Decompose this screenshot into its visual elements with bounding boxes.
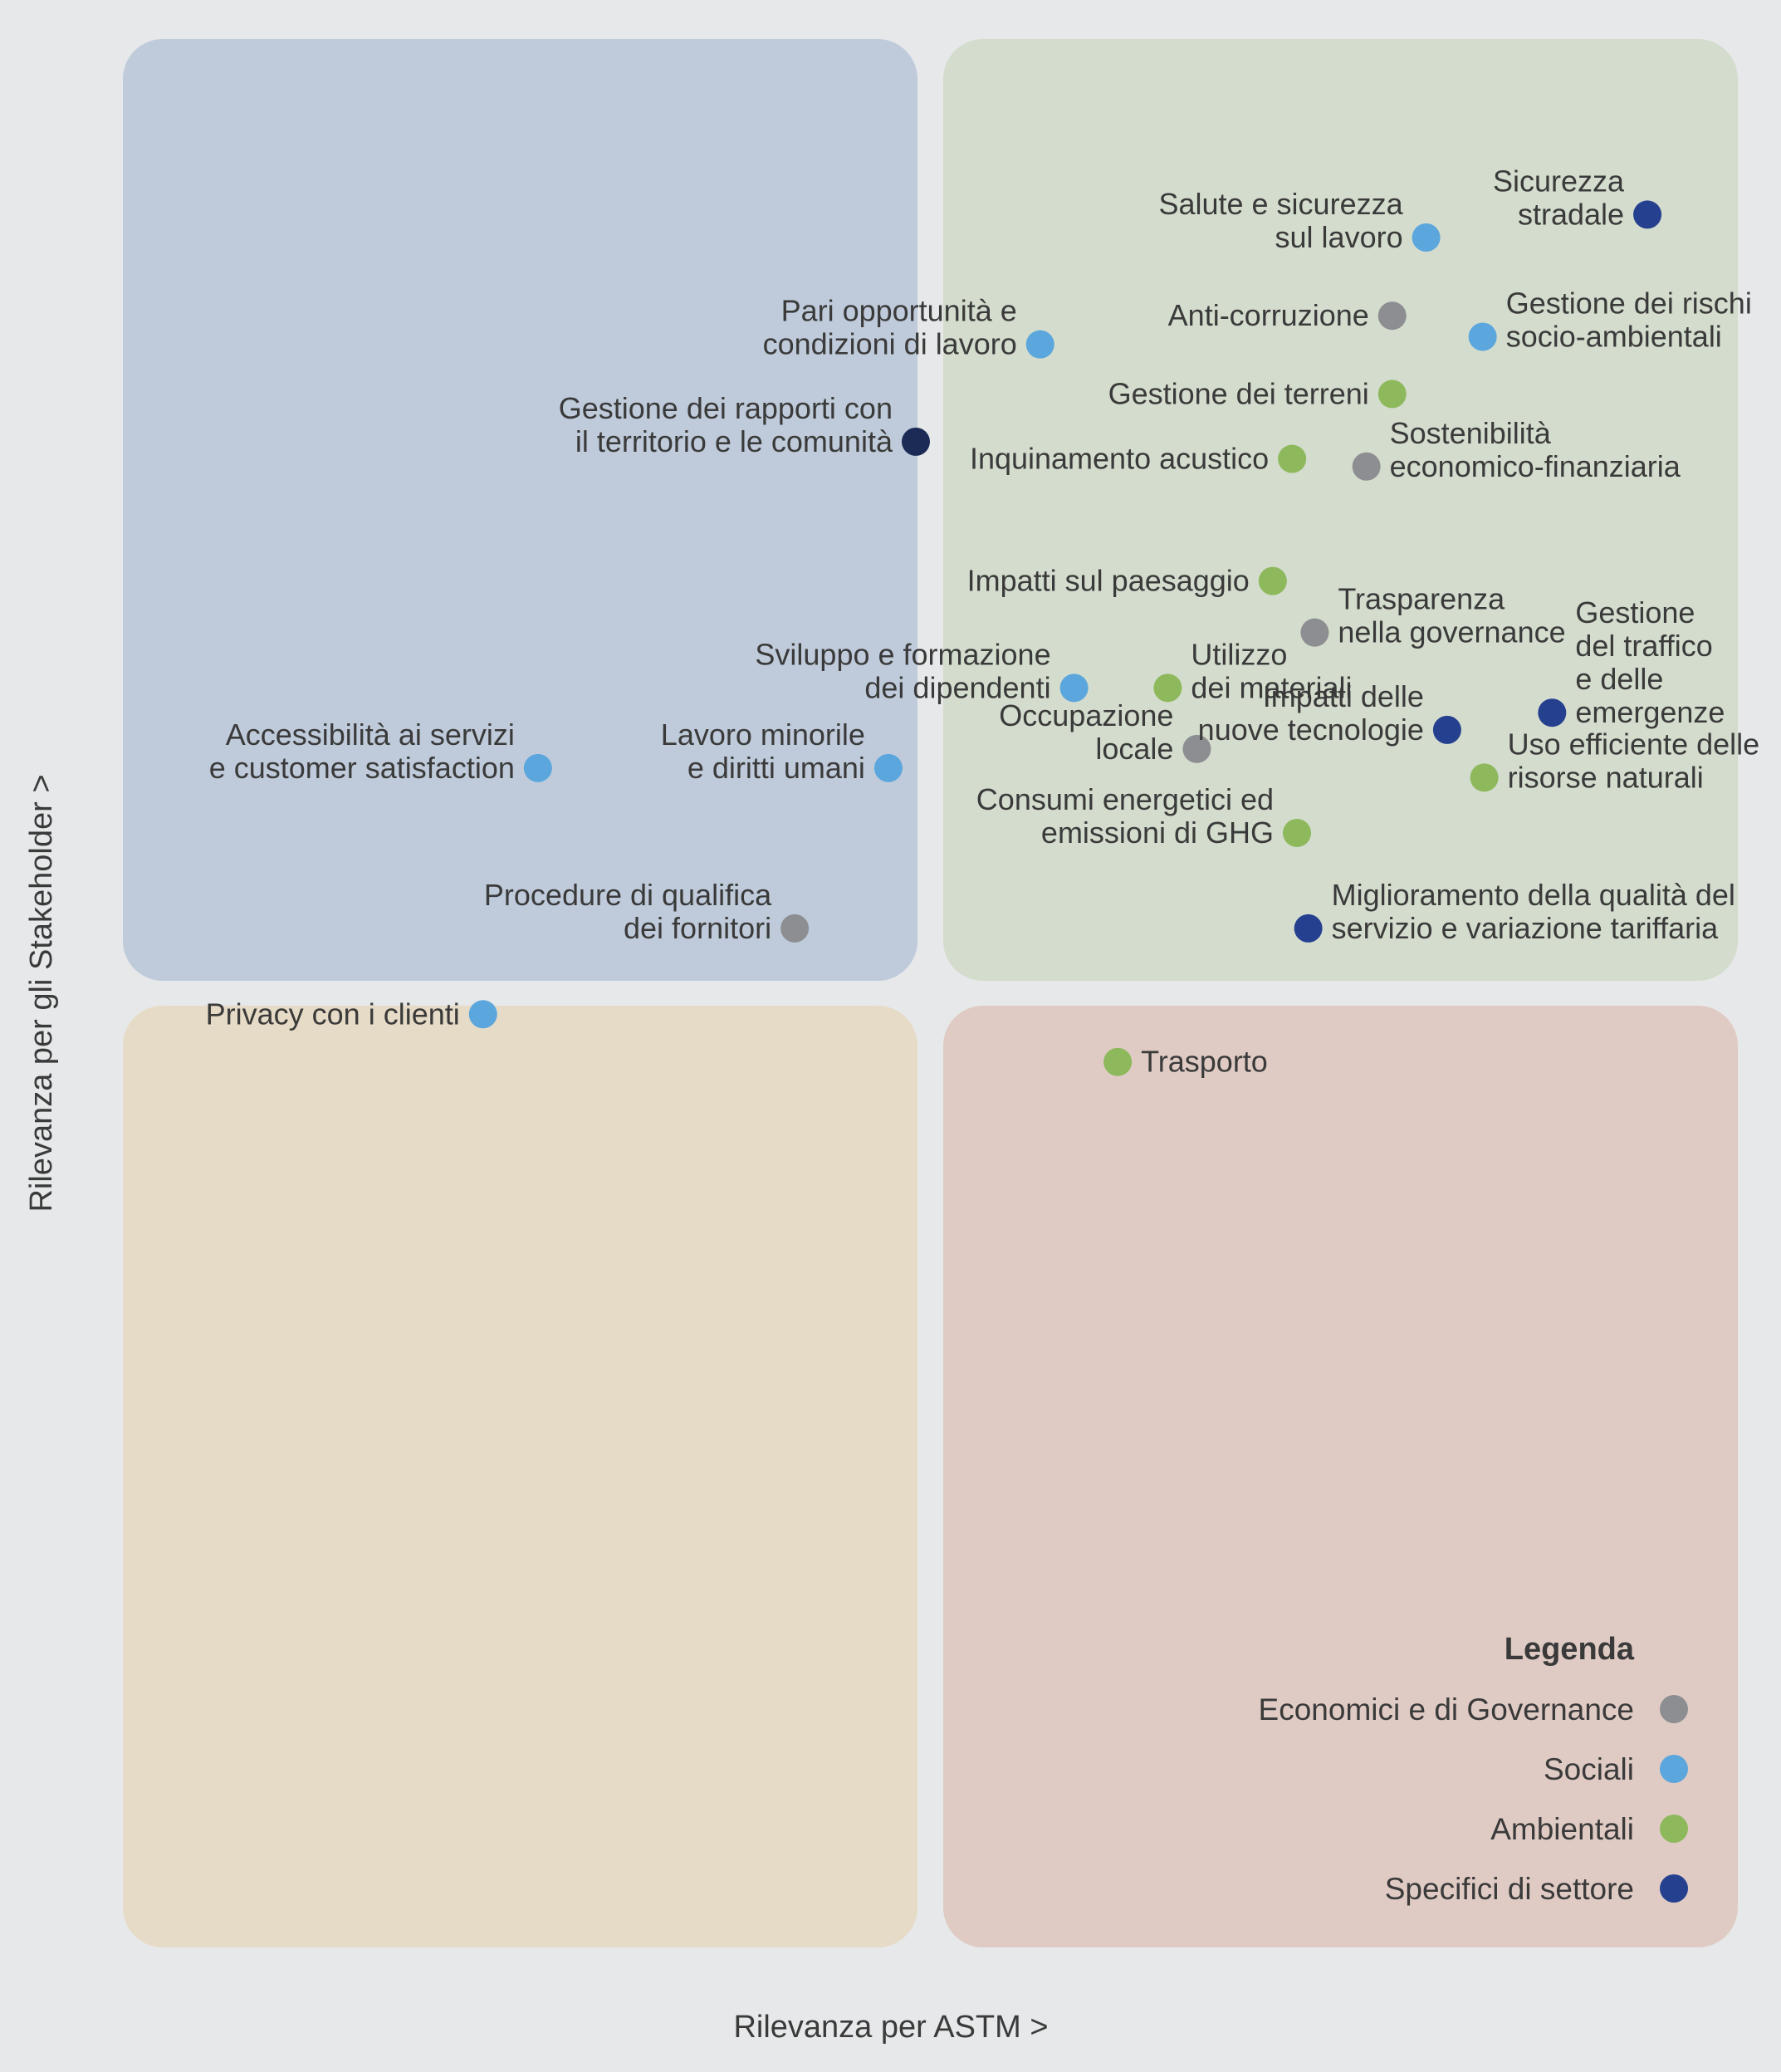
data-point xyxy=(1278,444,1307,473)
point-label: e delle xyxy=(1575,662,1663,696)
point-label: e customer satisfaction xyxy=(209,751,515,785)
point-label: Procedure di qualifica xyxy=(484,878,772,912)
point-label: dei dipendenti xyxy=(864,670,1050,704)
point-label: Impatti delle xyxy=(1263,679,1424,713)
point-label: condizioni di lavoro xyxy=(763,327,1017,361)
point-label: emissioni di GHG xyxy=(1041,816,1274,850)
data-point xyxy=(1294,914,1323,943)
point-label: Pari opportunità e xyxy=(781,294,1017,328)
legend-swatch xyxy=(1660,1695,1688,1723)
data-point xyxy=(468,1000,497,1029)
point-label: Occupazione xyxy=(999,698,1173,732)
point-label: e diritti umani xyxy=(687,751,865,785)
point-label: nella governance xyxy=(1338,615,1565,649)
y-axis-label: Rilevanza per gli Stakeholder > xyxy=(24,774,59,1212)
x-axis-label: Rilevanza per ASTM > xyxy=(733,2010,1048,2045)
data-point xyxy=(1538,698,1567,727)
point-label: Gestione dei terreni xyxy=(1108,376,1369,410)
point-label: socio-ambientali xyxy=(1506,319,1722,353)
point-label: Consumi energetici ed xyxy=(976,782,1274,816)
data-point xyxy=(1377,301,1407,331)
point-label: Trasporto xyxy=(1141,1045,1268,1079)
point-label: Sicurezza xyxy=(1493,164,1625,198)
point-label: risorse naturali xyxy=(1508,760,1704,794)
data-point xyxy=(1103,1047,1133,1076)
quadrant-bottom-left xyxy=(123,1006,917,1947)
data-point xyxy=(1182,734,1211,763)
data-point xyxy=(1025,330,1054,359)
point-label: sul lavoro xyxy=(1275,220,1403,254)
point-label: Accessibilità ai servizi xyxy=(226,718,515,752)
point-label: emergenze xyxy=(1575,695,1725,729)
data-point xyxy=(901,427,930,456)
point-label: Lavoro minorile xyxy=(661,718,865,752)
point-label: Salute e sicurezza xyxy=(1158,187,1403,221)
data-point xyxy=(1059,674,1089,703)
point-label: del traffico xyxy=(1575,629,1712,663)
point-label: Privacy con i clienti xyxy=(206,997,460,1031)
data-point xyxy=(1377,380,1407,409)
data-point xyxy=(1633,200,1662,229)
data-point xyxy=(1258,566,1287,595)
point-label: Gestione dei rischi xyxy=(1506,286,1752,320)
point-label: locale xyxy=(1095,732,1173,766)
point-label: dei fornitori xyxy=(624,911,771,945)
quadrant-top-right xyxy=(943,39,1738,981)
point-label: nuove tecnologie xyxy=(1198,713,1424,747)
legend-item-label: Economici e di Governance xyxy=(1259,1692,1634,1727)
quadrant-top-left xyxy=(123,39,917,981)
point-label: Gestione xyxy=(1575,595,1695,629)
data-point xyxy=(523,753,552,782)
data-point xyxy=(1432,715,1461,744)
point-label: Utilizzo xyxy=(1191,637,1287,671)
data-point xyxy=(1468,322,1497,351)
point-label: dei materiali xyxy=(1191,670,1352,704)
point-label: Inquinamento acustico xyxy=(970,442,1269,476)
data-point xyxy=(1153,674,1182,703)
data-point xyxy=(780,914,810,943)
point-label: il territorio e le comunità xyxy=(575,424,893,458)
point-label: Anti-corruzione xyxy=(1168,298,1369,332)
data-point xyxy=(873,753,903,782)
data-point xyxy=(1470,763,1499,792)
legend-title: Legenda xyxy=(1505,1632,1635,1667)
legend-item-label: Ambientali xyxy=(1490,1812,1634,1846)
point-label: servizio e variazione tariffaria xyxy=(1332,911,1720,945)
legend-swatch xyxy=(1660,1874,1688,1903)
legend-swatch xyxy=(1660,1755,1688,1783)
legend-item-label: Specifici di settore xyxy=(1385,1872,1634,1906)
data-point xyxy=(1352,452,1381,481)
legend-swatch xyxy=(1660,1815,1688,1843)
point-label: Gestione dei rapporti con xyxy=(559,391,893,425)
quadrant-bottom-right xyxy=(943,1006,1738,1947)
point-label: stradale xyxy=(1518,197,1624,231)
point-label: Impatti sul paesaggio xyxy=(967,564,1250,598)
point-label: Uso efficiente delle xyxy=(1508,727,1760,761)
legend-item-label: Sociali xyxy=(1544,1752,1634,1786)
data-point xyxy=(1412,223,1441,252)
data-point xyxy=(1300,618,1329,647)
point-label: Sviluppo e formazione xyxy=(755,637,1050,671)
point-label: Sostenibilità xyxy=(1390,416,1552,450)
data-point xyxy=(1283,818,1312,847)
point-label: Miglioramento della qualità del xyxy=(1332,878,1735,912)
point-label: economico-finanziaria xyxy=(1390,449,1681,483)
point-label: Trasparenza xyxy=(1338,582,1505,616)
